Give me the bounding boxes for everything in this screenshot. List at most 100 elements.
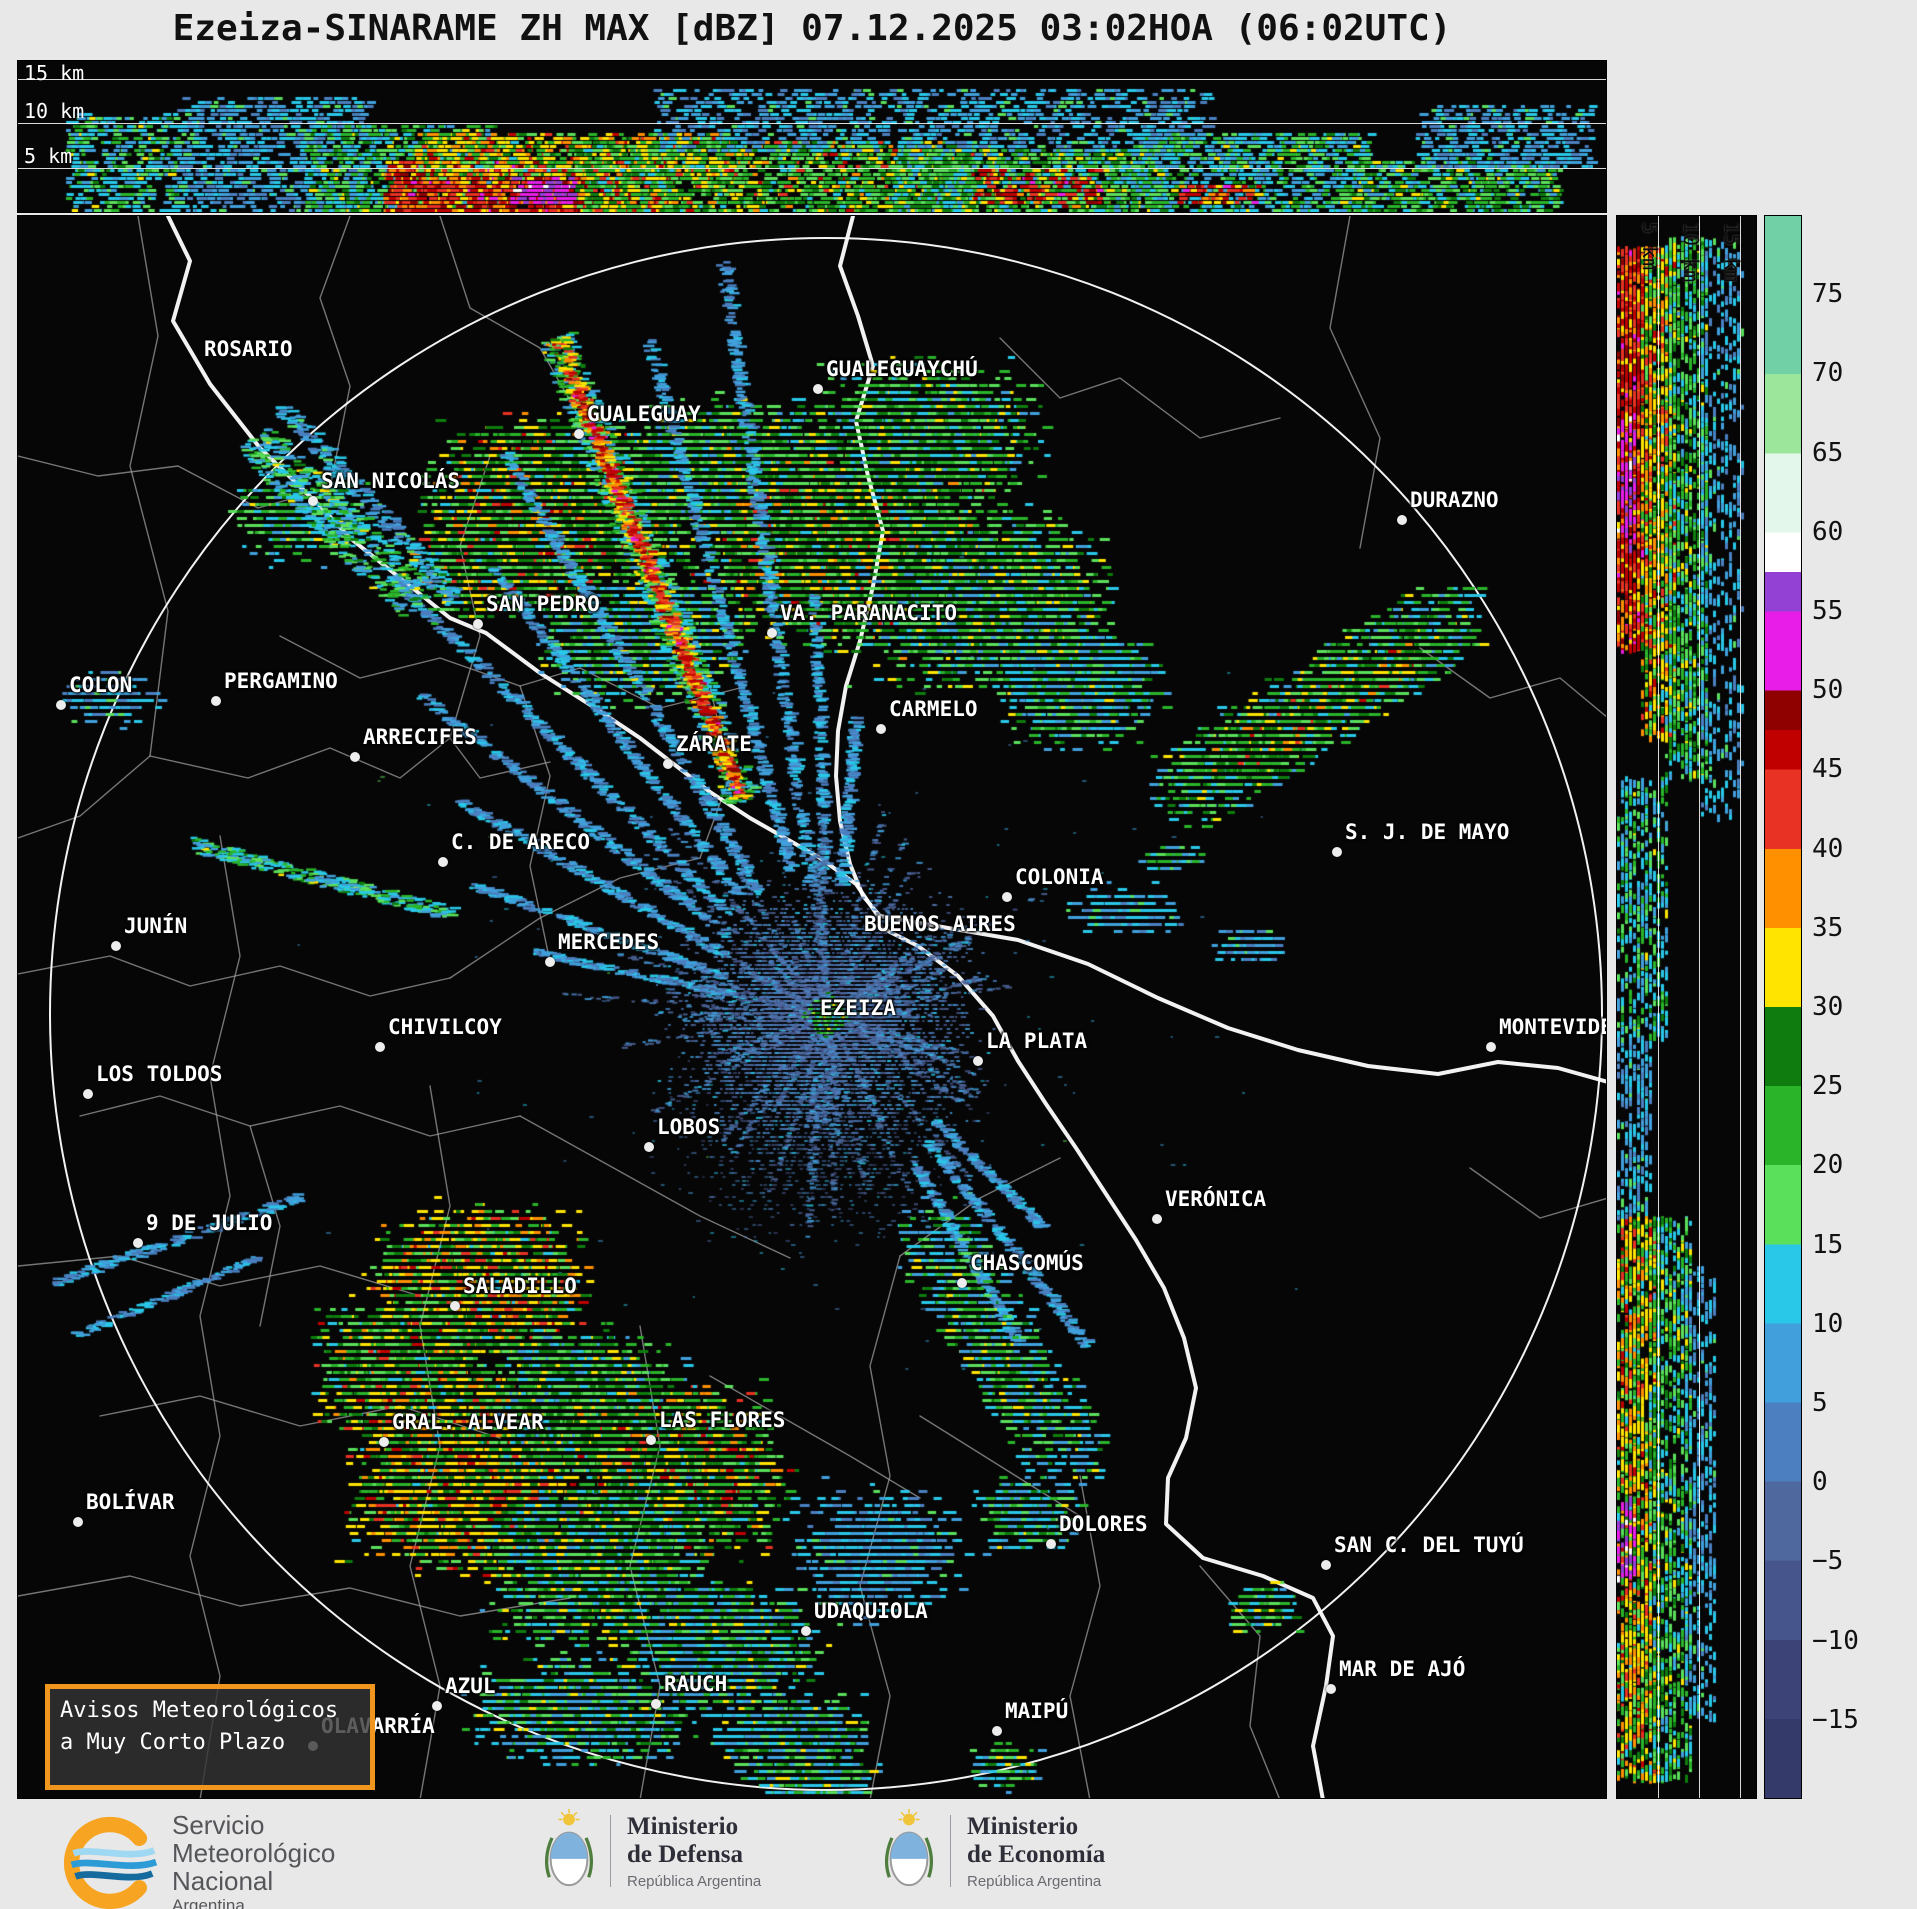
colorbar-tick-label: 5: [1812, 1388, 1828, 1418]
city-label: SAN C. DEL TUYÚ: [1334, 1533, 1524, 1557]
city-label: AZUL: [445, 1674, 496, 1698]
km-gridline: [18, 123, 1606, 125]
city-dot: [1152, 1214, 1162, 1224]
city-dot: [651, 1699, 661, 1709]
advisory-line1: Avisos Meteorológicos: [60, 1698, 339, 1723]
city-label: LAS FLORES: [659, 1408, 786, 1432]
city-dot: [1326, 1684, 1336, 1694]
advisory-box: Avisos Meteorológicos a Muy Corto Plazo: [45, 1684, 375, 1790]
logo-divider: [950, 1815, 951, 1887]
km-label: 5 km: [1637, 222, 1662, 271]
radar-map-panel: ROSARIO GUALEGUAYCHÚ GUALEGUAY SAN NICOLÁS D…: [17, 215, 1607, 1799]
city-dot: [1397, 515, 1407, 525]
smn-line3: Nacional: [172, 1866, 274, 1897]
city-label: CHIVILCOY: [388, 1015, 502, 1039]
colorbar-gradient: [1764, 215, 1802, 1799]
smn-line4: Argentina: [172, 1896, 245, 1909]
km-label: 5 km: [24, 143, 73, 168]
city-layer: ROSARIO GUALEGUAYCHÚ GUALEGUAY SAN NICOLÁS D…: [18, 216, 1606, 1798]
city-dot: [379, 1437, 389, 1447]
city-dot: [574, 429, 584, 439]
city-label: LOBOS: [657, 1115, 721, 1139]
city-label: VERÓNICA: [1165, 1187, 1267, 1211]
km-gridline: [1739, 216, 1741, 1798]
km-gridline: [18, 78, 1606, 80]
advisory-line2: a Muy Corto Plazo: [60, 1729, 286, 1755]
page-title: Ezeiza-SINARAME ZH MAX [dBZ] 07.12.2025 …: [172, 8, 1452, 49]
city-dot: [56, 700, 66, 710]
city-dot: [350, 752, 360, 762]
city-dot: [111, 941, 121, 951]
colorbar-tick-label: 50: [1812, 675, 1844, 706]
city-label: SAN PEDRO: [486, 592, 600, 616]
economia-text: Ministerio de Economía República Argenti…: [967, 1813, 1105, 1890]
city-dot: [211, 696, 221, 706]
city-label: LOS TOLDOS: [96, 1062, 223, 1086]
city-label: GUALEGUAY: [587, 402, 701, 426]
km-label: 10 km: [1678, 222, 1703, 283]
km-gridline: [18, 167, 1606, 169]
ministerio-economia-block: Ministerio de Economía República Argenti…: [880, 1809, 1105, 1893]
city-label: S. J. DE MAYO: [1345, 820, 1510, 844]
map-echo-canvas: [18, 216, 1606, 1798]
city-label: RAUCH: [664, 1672, 728, 1696]
economia-line2: de Economía: [967, 1840, 1106, 1868]
top-cross-section-canvas: [18, 61, 1606, 212]
city-dot: [646, 1435, 656, 1445]
colorbar-tick-label: −10: [1812, 1625, 1859, 1656]
defensa-line1: Ministerio: [627, 1812, 739, 1840]
km-label: 15 km: [1719, 222, 1744, 283]
city-dot: [663, 759, 673, 769]
defensa-line3: República Argentina: [627, 1872, 762, 1890]
city-label: JUNÍN: [124, 914, 188, 938]
ministerio-defensa-block: Ministerio de Defensa República Argentin…: [540, 1809, 761, 1893]
colorbar-tick-label: 35: [1812, 912, 1844, 943]
city-dot: [1332, 847, 1342, 857]
city-label: DURAZNO: [1410, 488, 1499, 512]
city-label: DOLORES: [1059, 1512, 1148, 1536]
city-dot: [992, 1726, 1002, 1736]
km-gridline: [1698, 216, 1700, 1798]
colorbar-tick-label: 65: [1812, 437, 1844, 468]
colorbar-tick-label: 0: [1812, 1467, 1828, 1498]
city-label: ZÁRATE: [676, 732, 752, 756]
defensa-line2: de Defensa: [627, 1840, 743, 1868]
colorbar-tick-label: 40: [1812, 833, 1844, 864]
colorbar-tick-label: 15: [1812, 1229, 1844, 1260]
city-dot: [133, 1238, 143, 1248]
city-dot: [813, 384, 823, 394]
colorbar-tick-label: −5: [1812, 1546, 1844, 1577]
city-label: MERCEDES: [558, 930, 660, 954]
defensa-text: Ministerio de Defensa República Argentin…: [627, 1813, 761, 1890]
city-label: BOLÍVAR: [86, 1490, 175, 1514]
city-label: PERGAMINO: [224, 669, 338, 693]
city-label: CHASCOMÚS: [970, 1251, 1084, 1275]
city-dot: [308, 496, 318, 506]
km-gridline: [1657, 216, 1659, 1798]
city-dot: [438, 857, 448, 867]
city-dot: [1046, 1539, 1056, 1549]
smn-line1: Servicio: [172, 1810, 265, 1840]
colorbar-tick-label: 10: [1812, 1308, 1844, 1339]
city-dot: [450, 1301, 460, 1311]
city-dot: [767, 628, 777, 638]
right-cross-section-panel: 5 km 10 km 15 km: [1616, 215, 1757, 1799]
city-label: C. DE ARECO: [451, 830, 591, 854]
city-label: BUENOS AIRES: [864, 912, 1016, 936]
city-label: SALADILLO: [463, 1274, 577, 1298]
km-label: 10 km: [24, 99, 85, 124]
economia-line3: República Argentina: [967, 1872, 1102, 1890]
city-label: GUALEGUAYCHÚ: [826, 357, 978, 381]
smn-logo-icon: [63, 1817, 158, 1909]
colorbar: 75 70 65 60 55 50 45 40 35 30 25 20 15 10 5 0 −5 −10 −15: [1764, 215, 1914, 1799]
city-dot: [973, 1056, 983, 1066]
city-label: VA. PARANACITO: [780, 601, 958, 625]
city-label: LA PLATA: [986, 1029, 1088, 1053]
city-dot: [545, 957, 555, 967]
footer: Servicio Meteorológico Nacional Argentin…: [0, 1799, 1917, 1909]
city-label: ARRECIFES: [363, 725, 477, 749]
economia-crest-icon: [884, 1809, 934, 1887]
city-dot: [876, 724, 886, 734]
city-label: MAIPÚ: [1005, 1699, 1069, 1723]
